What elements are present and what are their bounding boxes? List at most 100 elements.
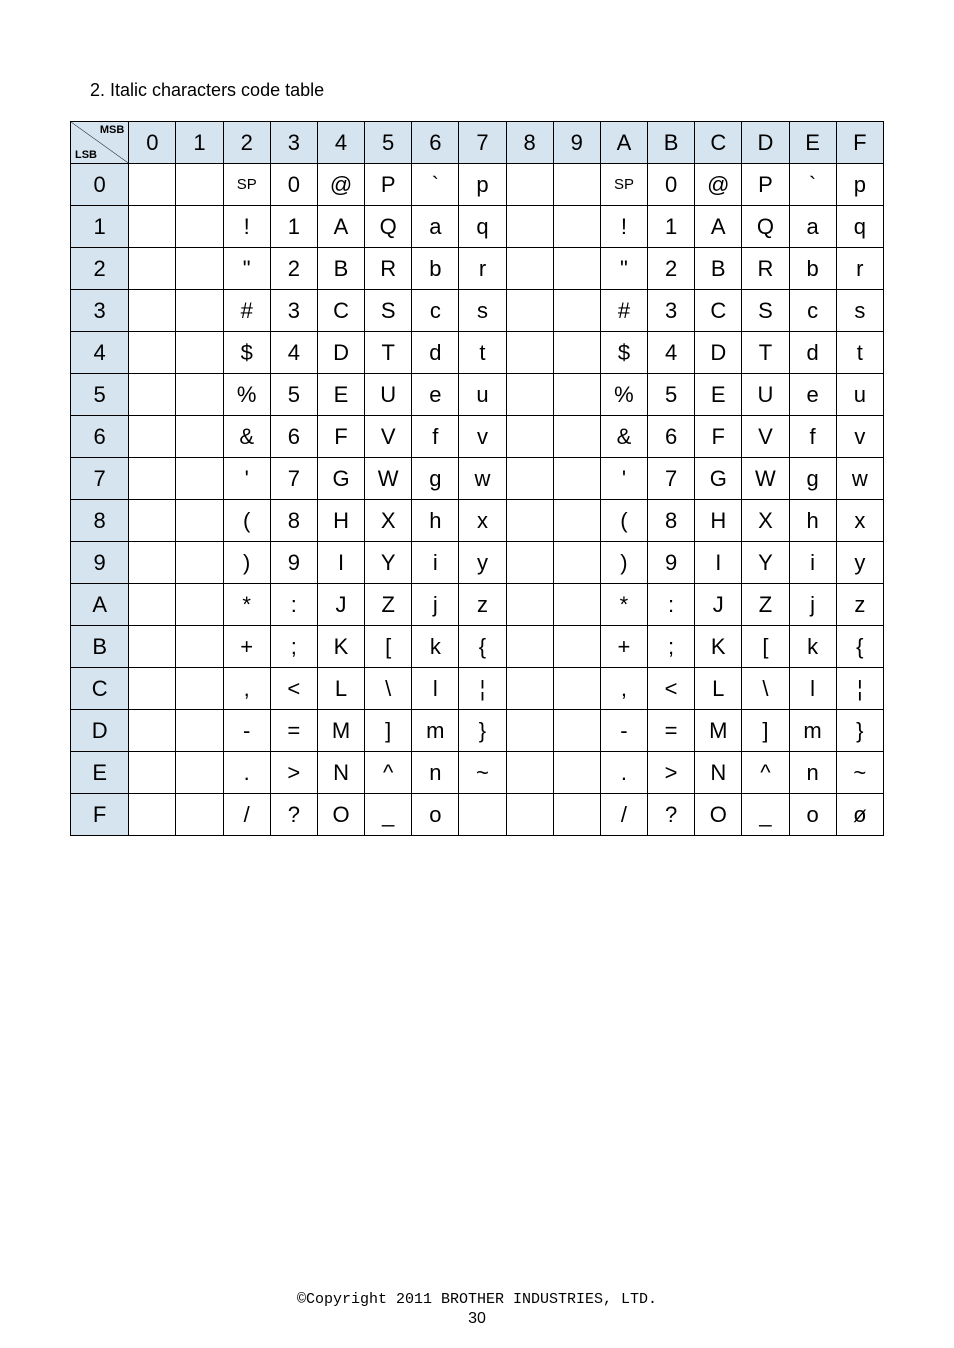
cell <box>129 248 176 290</box>
cell: ( <box>600 500 647 542</box>
cell: < <box>648 668 695 710</box>
cell <box>176 164 223 206</box>
cell: = <box>648 710 695 752</box>
msb-header: 0 <box>129 122 176 164</box>
cell: , <box>223 668 270 710</box>
msb-header: A <box>600 122 647 164</box>
cell <box>176 794 223 836</box>
cell <box>553 374 600 416</box>
cell: ^ <box>742 752 789 794</box>
lsb-header: 9 <box>71 542 129 584</box>
cell <box>506 374 553 416</box>
cell: H <box>695 500 742 542</box>
cell: ] <box>365 710 412 752</box>
cell: X <box>365 500 412 542</box>
cell: @ <box>317 164 364 206</box>
msb-header: 6 <box>412 122 459 164</box>
cell <box>506 500 553 542</box>
cell: a <box>789 206 836 248</box>
cell: I <box>317 542 364 584</box>
lsb-header: C <box>71 668 129 710</box>
cell: ¦ <box>836 668 883 710</box>
cell: u <box>459 374 506 416</box>
cell: $ <box>223 332 270 374</box>
cell: y <box>459 542 506 584</box>
table-row: F/?O_o/?O_oø <box>71 794 884 836</box>
cell <box>506 290 553 332</box>
cell <box>553 206 600 248</box>
cell <box>176 248 223 290</box>
cell: ' <box>223 458 270 500</box>
cell: V <box>742 416 789 458</box>
table-row: 3#3CScs#3CScs <box>71 290 884 332</box>
cell: f <box>412 416 459 458</box>
cell: % <box>600 374 647 416</box>
cell <box>553 668 600 710</box>
cell: M <box>695 710 742 752</box>
cell: C <box>317 290 364 332</box>
cell: i <box>412 542 459 584</box>
cell: + <box>600 626 647 668</box>
cell: / <box>600 794 647 836</box>
cell <box>176 500 223 542</box>
table-row: E.>N^n~.>N^n~ <box>71 752 884 794</box>
header-row: MSB LSB 0 1 2 3 4 5 6 7 8 9 A B C D E F <box>71 122 884 164</box>
cell: w <box>836 458 883 500</box>
cell: # <box>223 290 270 332</box>
cell: n <box>789 752 836 794</box>
cell: j <box>412 584 459 626</box>
lsb-header: 3 <box>71 290 129 332</box>
cell: 0 <box>648 164 695 206</box>
section-title: 2. Italic characters code table <box>90 80 884 101</box>
cell: @ <box>695 164 742 206</box>
cell <box>506 752 553 794</box>
lsb-header: 4 <box>71 332 129 374</box>
cell <box>506 668 553 710</box>
cell: 2 <box>648 248 695 290</box>
cell: 7 <box>270 458 317 500</box>
table-row: C,<L\l¦,<L\l¦ <box>71 668 884 710</box>
cell: " <box>600 248 647 290</box>
cell: l <box>412 668 459 710</box>
table-body: 0SP0@P`pSP0@P`p1!1AQaq!1AQaq2"2BRbr"2BRb… <box>71 164 884 836</box>
cell: Z <box>742 584 789 626</box>
cell <box>553 584 600 626</box>
cell: a <box>412 206 459 248</box>
cell: 2 <box>270 248 317 290</box>
cell <box>506 458 553 500</box>
cell: & <box>600 416 647 458</box>
cell: 8 <box>270 500 317 542</box>
cell: U <box>742 374 789 416</box>
cell <box>129 458 176 500</box>
cell: g <box>412 458 459 500</box>
cell <box>129 164 176 206</box>
lsb-header: B <box>71 626 129 668</box>
lsb-header: 6 <box>71 416 129 458</box>
cell: # <box>600 290 647 332</box>
cell: ] <box>742 710 789 752</box>
table-row: 7'7GWgw'7GWgw <box>71 458 884 500</box>
cell: , <box>600 668 647 710</box>
cell: O <box>695 794 742 836</box>
cell: I <box>695 542 742 584</box>
cell: 9 <box>648 542 695 584</box>
table-row: 8(8HXhx(8HXhx <box>71 500 884 542</box>
cell: p <box>459 164 506 206</box>
cell: s <box>459 290 506 332</box>
cell: J <box>317 584 364 626</box>
cell: 4 <box>270 332 317 374</box>
cell: X <box>742 500 789 542</box>
cell: ; <box>270 626 317 668</box>
cell <box>176 626 223 668</box>
cell: p <box>836 164 883 206</box>
cell <box>176 710 223 752</box>
cell: K <box>317 626 364 668</box>
lsb-header: A <box>71 584 129 626</box>
cell: d <box>412 332 459 374</box>
cell <box>553 626 600 668</box>
table-row: A*:JZjz*:JZjz <box>71 584 884 626</box>
cell: % <box>223 374 270 416</box>
cell <box>176 752 223 794</box>
cell: i <box>789 542 836 584</box>
cell: E <box>317 374 364 416</box>
